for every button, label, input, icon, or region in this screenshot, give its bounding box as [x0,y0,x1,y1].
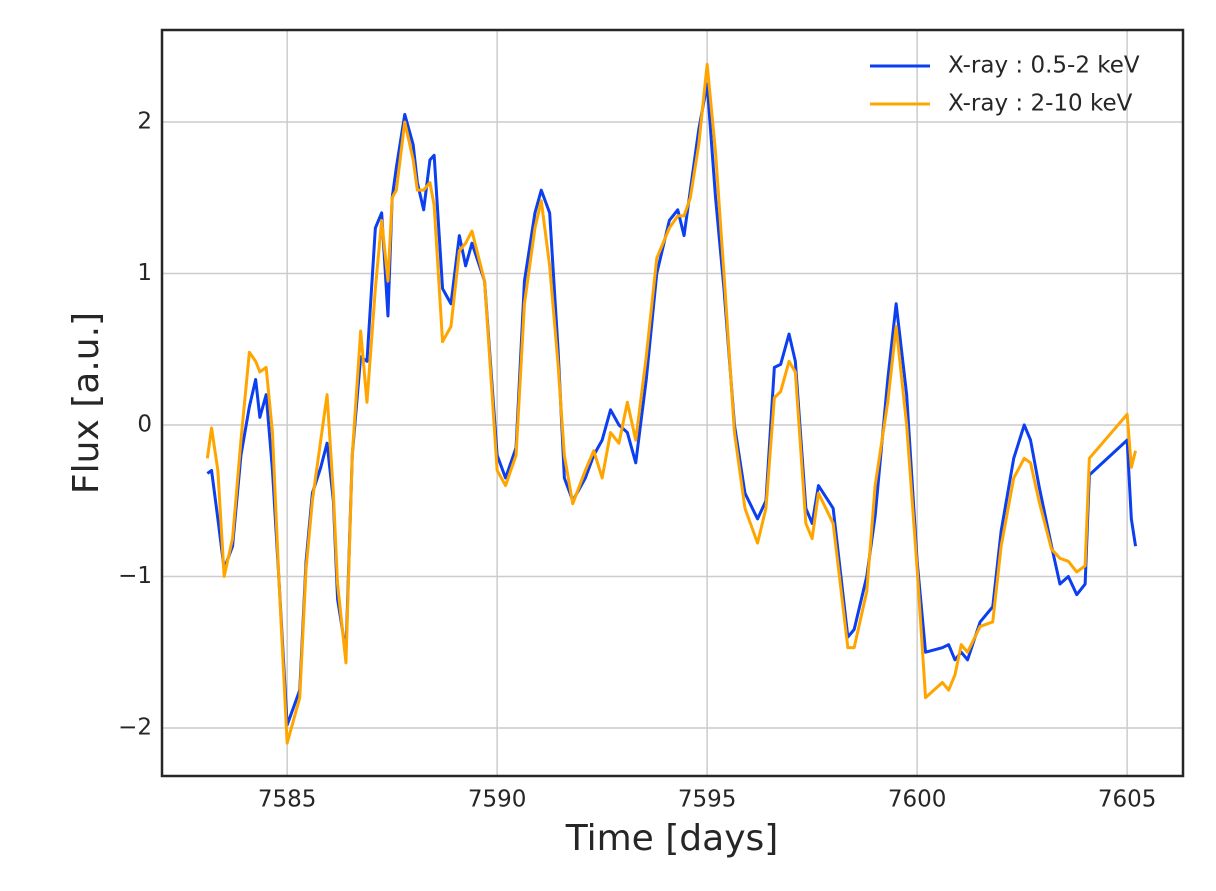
y-tick-label: 1 [137,260,152,286]
y-tick-label: 0 [137,411,152,437]
grid [162,30,1183,776]
legend-label: X-ray : 2-10 keV [948,91,1133,117]
x-tick-label: 7605 [1098,787,1157,813]
legend: X-ray : 0.5-2 keV X-ray : 2-10 keV [870,53,1140,117]
y-axis-label: Flux [a.u.] [66,312,107,494]
x-tick-label: 7590 [468,787,527,813]
y-tick-label: −2 [118,714,152,740]
x-axis-label: Time [days] [565,818,779,859]
x-tick-label: 7585 [258,787,317,813]
plot-lines [205,62,1138,745]
y-tick-label: 2 [137,108,152,134]
x-tick-label: 7600 [888,787,947,813]
series-line [205,62,1137,745]
x-tick-label: 7595 [678,787,737,813]
y-tick-label: −1 [118,563,152,589]
legend-label: X-ray : 0.5-2 keV [948,53,1140,79]
plot-frame [160,28,1185,778]
